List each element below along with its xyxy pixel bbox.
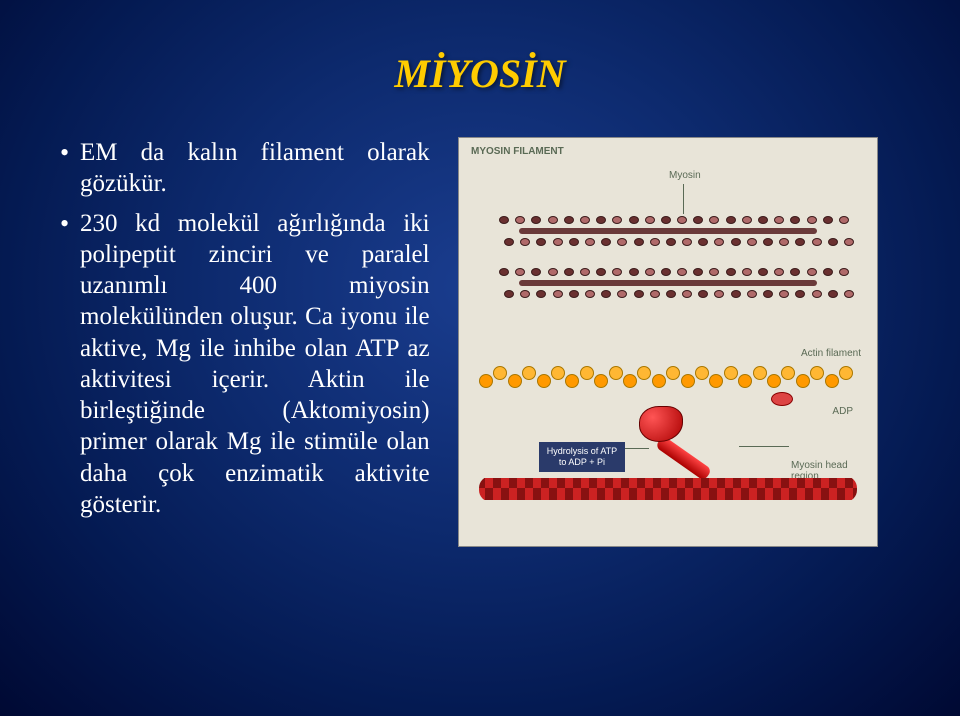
leader-line-icon xyxy=(625,448,649,449)
wave-icon xyxy=(479,488,857,500)
leader-line-icon xyxy=(739,446,789,447)
slide: MİYOSİN • EM da kalın filament olarak gö… xyxy=(0,0,960,716)
bullet-text: EM da kalın filament olarak gözükür. xyxy=(80,137,430,200)
adp-icon xyxy=(771,392,793,406)
figure-title: MYOSIN FILAMENT xyxy=(471,146,564,157)
leader-line-icon xyxy=(683,184,684,214)
myosin-figure: MYOSIN FILAMENT Myosin Actin filament AD… xyxy=(458,137,878,547)
bullet-item: • 230 kd molekül ağırlığında iki polipep… xyxy=(60,208,430,521)
hydrolysis-caption: Hydrolysis of ATP to ADP + Pi xyxy=(539,442,625,472)
text-column: • EM da kalın filament olarak gözükür. •… xyxy=(60,137,430,676)
adp-label: ADP xyxy=(832,406,853,417)
myosin-head-icon xyxy=(639,406,683,442)
actin-filament-label: Actin filament xyxy=(801,348,861,359)
myosin-thick-filament-icon xyxy=(479,476,857,502)
bullet-dot-icon: • xyxy=(60,137,80,200)
myosin-heads-row xyxy=(479,216,857,246)
figure-column: MYOSIN FILAMENT Myosin Actin filament AD… xyxy=(450,137,887,676)
actin-filament-icon xyxy=(479,366,857,388)
bullet-dot-icon: • xyxy=(60,208,80,521)
myosin-filament-bottom xyxy=(479,268,857,298)
myosin-heads-row xyxy=(479,268,857,298)
myosin-filament-top xyxy=(479,216,857,246)
content-row: • EM da kalın filament olarak gözükür. •… xyxy=(60,137,900,676)
bullet-text: 230 kd molekül ağırlığında iki polipepti… xyxy=(80,208,430,521)
slide-title: MİYOSİN xyxy=(60,50,900,97)
myosin-label: Myosin xyxy=(669,170,701,181)
actin-myosin-interaction: Actin filament ADP Hydrolysis of ATP to … xyxy=(479,348,857,518)
bullet-item: • EM da kalın filament olarak gözükür. xyxy=(60,137,430,200)
myosin-neck-icon xyxy=(655,435,712,481)
